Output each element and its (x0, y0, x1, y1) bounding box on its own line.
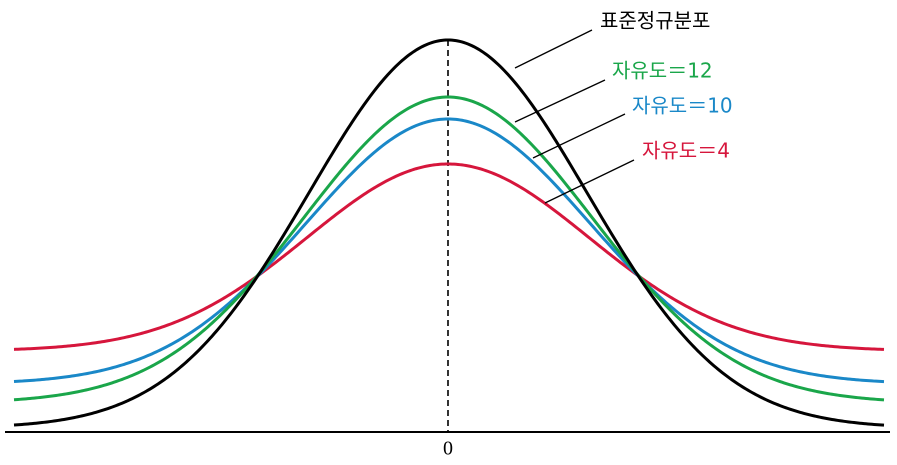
curve-label: 표준정규분포 (600, 9, 710, 33)
leader-line (514, 79, 606, 123)
curve-label: 자유도＝10 (632, 94, 733, 118)
leader-line (514, 29, 593, 69)
leader-line (544, 159, 635, 204)
curve (13, 38, 885, 427)
curve (13, 95, 885, 402)
curve-label: 자유도＝4 (642, 139, 730, 163)
leader-line (532, 113, 626, 159)
curves (13, 38, 885, 427)
curve-label: 자유도＝12 (612, 59, 713, 83)
curve (13, 162, 885, 351)
origin-label: 0 (443, 438, 453, 460)
curve (13, 117, 885, 384)
